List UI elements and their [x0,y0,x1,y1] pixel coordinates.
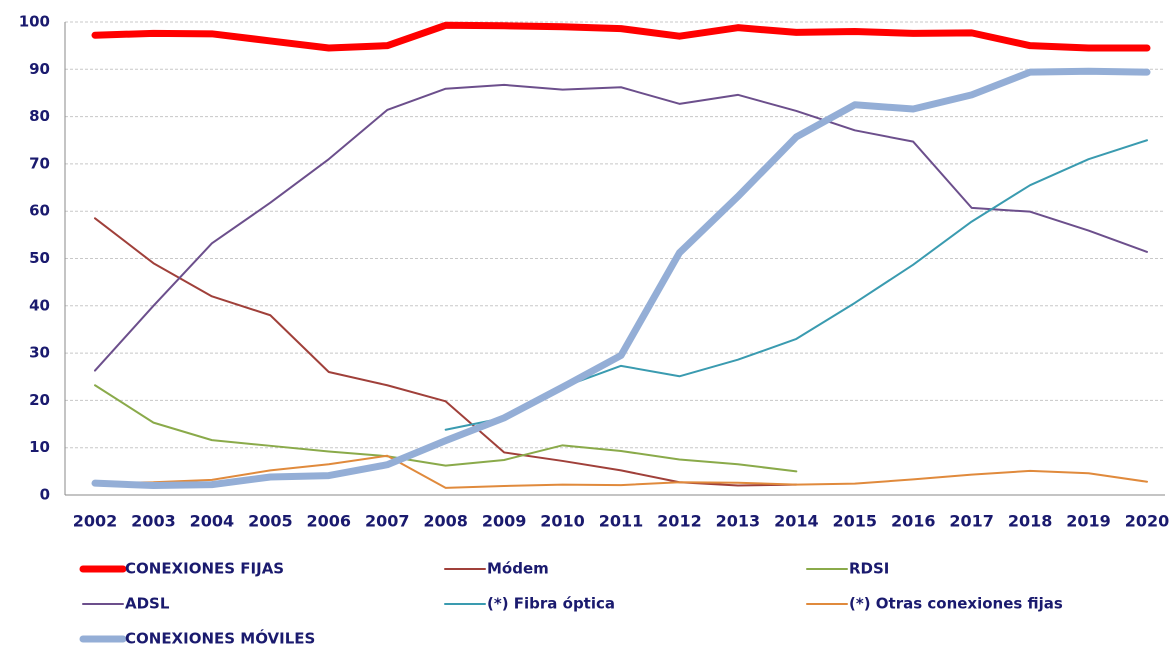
y-tick-label: 60 [29,202,50,220]
x-tick-label: 2015 [833,512,878,531]
y-tick-label: 70 [29,154,50,172]
y-tick-label: 40 [29,296,50,314]
y-tick-label: 100 [19,13,50,31]
x-tick-label: 2013 [716,512,761,531]
series-line [91,67,1151,490]
y-tick-label: 20 [29,391,50,409]
y-tick-label: 0 [40,486,50,504]
x-tick-label: 2019 [1066,512,1111,531]
series-line [94,454,1148,489]
legend-label: CONEXIONES MÓVILES [125,629,315,646]
y-tick-label: 80 [29,107,50,125]
y-tick-label: 10 [29,438,50,456]
legend-label: Módem [487,560,549,578]
series-line [91,21,1151,52]
x-tick-label: 2003 [131,512,176,531]
series-line [94,83,1148,372]
x-tick-label: 2018 [1008,512,1053,531]
x-tick-label: 2014 [774,512,819,531]
y-tick-label: 50 [29,249,50,267]
x-tick-label: 2006 [307,512,352,531]
legend-label: ADSL [125,595,170,613]
x-tick-label: 2004 [190,512,235,531]
x-tick-label: 2017 [949,512,994,531]
x-tick-label: 2016 [891,512,936,531]
x-tick-label: 2005 [248,512,293,531]
x-tick-label: 2010 [540,512,585,531]
legend-label: (*) Fibra óptica [487,595,615,613]
x-tick-label: 2002 [73,512,118,531]
x-tick-label: 2009 [482,512,527,531]
legend-label: RDSI [849,560,889,578]
x-tick-label: 2012 [657,512,702,531]
legend-label: CONEXIONES FIJAS [125,560,284,578]
y-tick-label: 30 [29,344,50,362]
series-line [94,384,798,473]
x-tick-label: 2007 [365,512,410,531]
series-line [444,139,1148,431]
x-tick-label: 2011 [599,512,644,531]
x-tick-label: 2008 [423,512,468,531]
x-tick-label: 2020 [1125,512,1170,531]
legend-label: (*) Otras conexiones fijas [849,595,1063,613]
y-tick-label: 90 [29,60,50,78]
